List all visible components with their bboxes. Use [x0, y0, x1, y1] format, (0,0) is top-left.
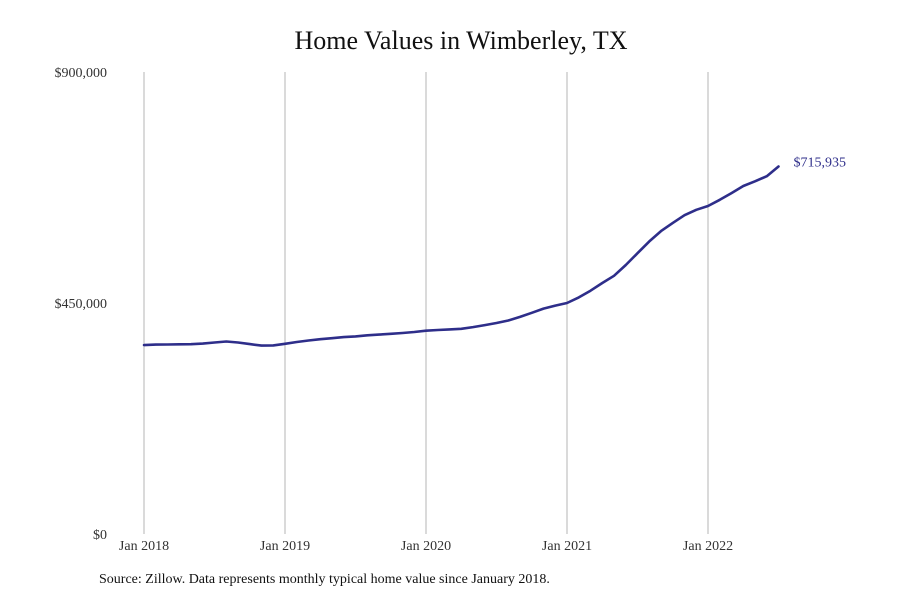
- x-tick-label: Jan 2018: [119, 539, 169, 554]
- gridlines: [143, 72, 709, 534]
- x-tick-label: Jan 2019: [260, 539, 310, 554]
- x-axis-ticks: Jan 2018 Jan 2019 Jan 2020 Jan 2021 Jan 2022: [119, 539, 733, 554]
- x-tick-label: Jan 2020: [401, 539, 451, 554]
- home-value-line: [142, 165, 780, 347]
- y-tick-label: $900,000: [55, 66, 108, 81]
- y-axis-ticks: $0 $450,000 $900,000: [55, 66, 108, 543]
- x-tick-label: Jan 2021: [542, 539, 592, 554]
- y-tick-label: $450,000: [55, 297, 108, 312]
- end-value-label: $715,935: [794, 155, 847, 170]
- source-note: Source: Zillow. Data represents monthly …: [99, 572, 550, 587]
- chart-title: Home Values in Wimberley, TX: [294, 26, 628, 55]
- x-tick-label: Jan 2022: [683, 539, 733, 554]
- y-tick-label: $0: [93, 528, 107, 543]
